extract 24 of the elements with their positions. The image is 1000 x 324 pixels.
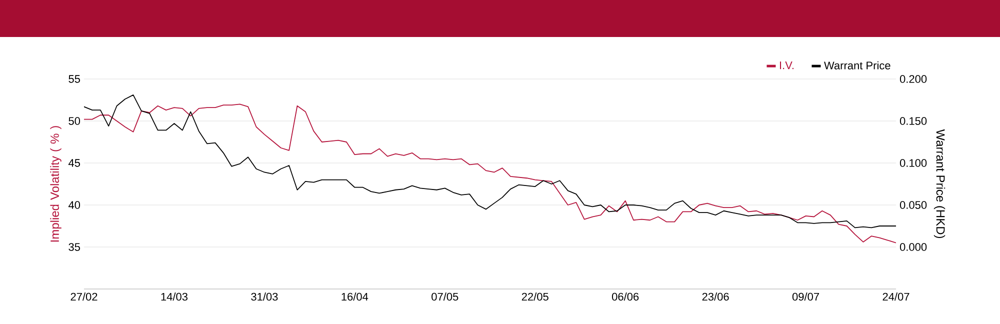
y2-tick-label: 0.200 — [900, 75, 927, 83]
x-tick-label: 27/02 — [70, 292, 98, 301]
x-tick-label: 16/04 — [342, 292, 368, 301]
y-tick-label: 45 — [68, 159, 80, 167]
x-tick-label: 22/05 — [522, 292, 548, 301]
x-tick-label: 14/03 — [161, 292, 188, 301]
y-axis-title: Implied Volatility ( % ) — [50, 126, 62, 242]
x-tick-label: 06/06 — [612, 292, 639, 301]
x-tick-label: 31/03 — [251, 292, 278, 301]
y2-tick-label: 0.000 — [900, 243, 927, 251]
y2-tick-label: 0.150 — [900, 117, 927, 125]
x-tick-label: 09/07 — [792, 292, 819, 301]
y2-tick-label: 0.100 — [900, 159, 927, 167]
legend-label: Warrant Price — [824, 61, 890, 70]
y-tick-label: 50 — [68, 117, 80, 125]
x-tick-label: 24/07 — [882, 292, 910, 301]
y2-tick-label: 0.050 — [900, 201, 927, 209]
y2-axis-title: Warrant Price (HKD) — [934, 129, 946, 238]
x-tick-label: 23/06 — [702, 292, 729, 301]
y-tick-label: 35 — [68, 243, 80, 251]
x-tick-label: 07/05 — [432, 292, 458, 301]
legend-label: I.V. — [780, 62, 794, 70]
y-tick-label: 55 — [68, 75, 80, 83]
y-tick-label: 40 — [68, 201, 80, 209]
